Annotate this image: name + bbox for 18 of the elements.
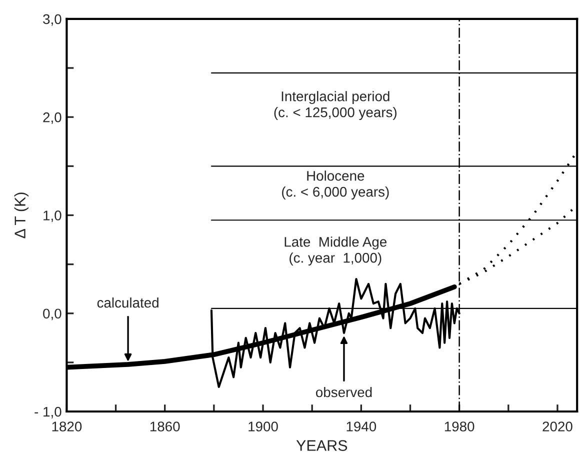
y-tick-label: 2,0 [43, 112, 62, 124]
x-tick-label: 1900 [248, 422, 278, 432]
annotation: observed [316, 386, 372, 398]
annotation: Interglacial period (c. < 125,000 years) [274, 91, 396, 120]
x-tick-label: 2020 [542, 422, 572, 432]
x-tick-label: 1820 [52, 422, 82, 432]
y-tick-label: 1,0 [44, 210, 62, 222]
y-tick-label: 3,0 [43, 14, 62, 26]
y-tick-label: - 1,0 [34, 406, 62, 418]
y-axis-title: Δ T (K) [14, 192, 28, 238]
x-axis-title: YEARS [296, 440, 348, 451]
x-tick-label: 1860 [150, 422, 180, 432]
x-tick-label: 1940 [346, 422, 376, 432]
annotation: calculated [97, 297, 158, 308]
y-tick-label: 0,0 [43, 308, 62, 320]
annotation: Holocene (c. < 6,000 years) [282, 170, 389, 200]
x-tick-label: 1980 [444, 422, 474, 432]
annotation: Late Middle Age (c. year 1,000) [284, 236, 387, 266]
